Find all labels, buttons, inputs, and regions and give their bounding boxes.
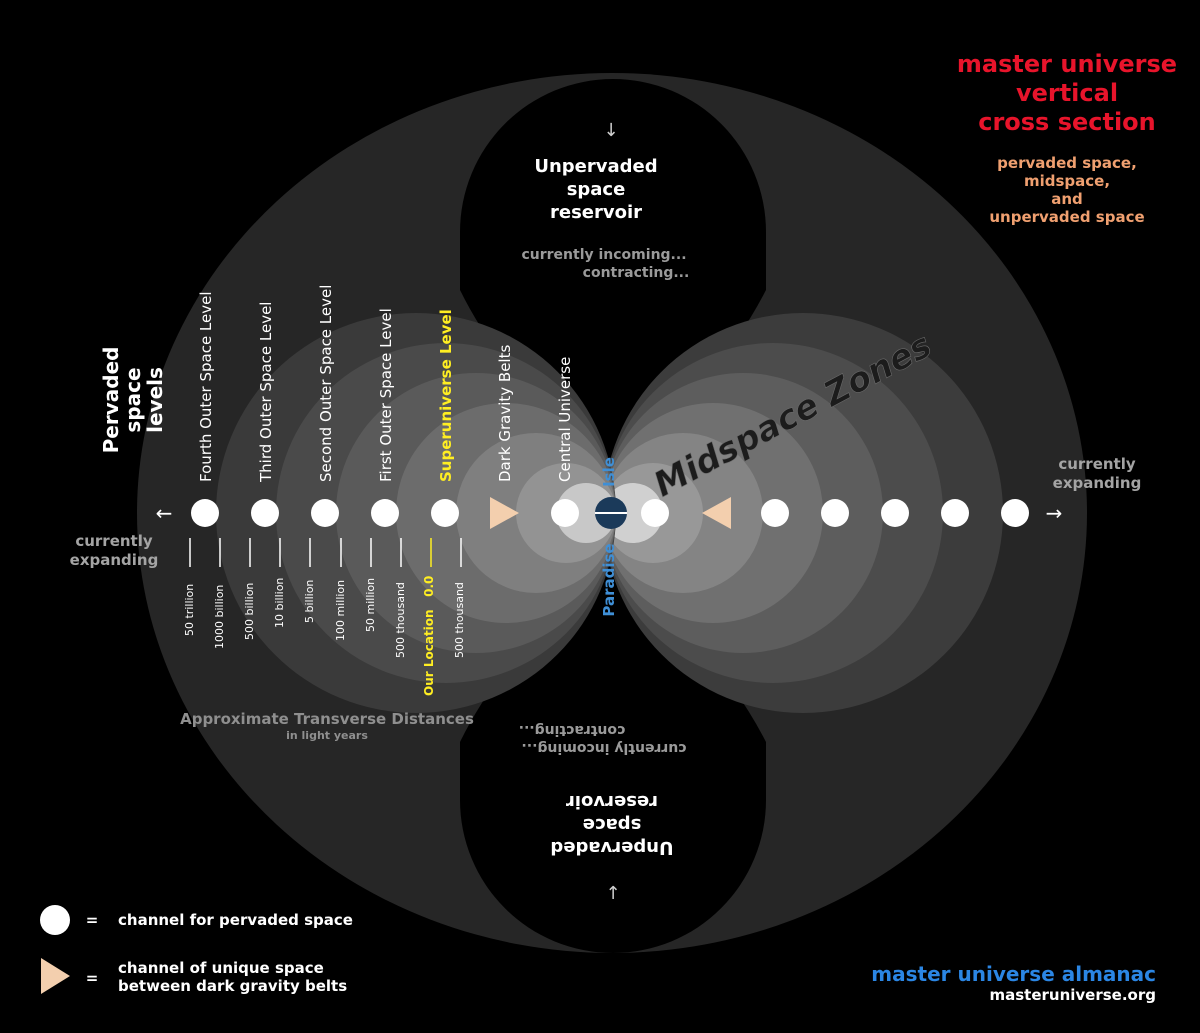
distance-caption-sub: in light years <box>286 729 368 742</box>
distance-caption: Approximate Transverse Distances <box>180 710 474 728</box>
distance-label: 500 billion <box>243 583 256 640</box>
title-line-2: vertical <box>1016 79 1118 107</box>
unique-space-channel-triangle <box>702 497 731 529</box>
level-label-second-outer: Second Outer Space Level <box>317 285 335 482</box>
pervaded-channel-dot <box>431 499 459 527</box>
top-reservoir-line-3: reservoir <box>550 202 642 223</box>
top-reservoir-status-2: contracting... <box>583 265 690 281</box>
distance-label: 500 thousand <box>394 582 407 658</box>
bottom-reservoir-line-3: reservoir <box>566 791 658 812</box>
legend-text-2a: channel of unique space <box>118 959 324 977</box>
subtitle-line-2: midspace, <box>1024 172 1110 190</box>
distance-ticks <box>189 538 462 567</box>
right-midspace-circles <box>603 313 1003 713</box>
level-label-fourth-outer: Fourth Outer Space Level <box>197 291 215 482</box>
legend-text-1: channel for pervaded space <box>118 911 353 929</box>
right-expanding-line-1: currently <box>1058 455 1136 473</box>
subtitle-line-3: and <box>1051 190 1083 208</box>
distance-label: 5 billion <box>303 580 316 623</box>
level-labels: Fourth Outer Space Level Third Outer Spa… <box>197 285 574 483</box>
right-expanding-line-2: expanding <box>1053 474 1142 492</box>
distance-label: 50 million <box>364 578 377 632</box>
pervaded-channel-dot <box>191 499 219 527</box>
left-expanding-line-1: currently <box>75 532 153 550</box>
legend-eq-2: = <box>86 969 99 987</box>
level-label-third-outer: Third Outer Space Level <box>257 302 275 483</box>
level-label-superuniverse: Superuniverse Level <box>437 309 455 482</box>
unique-space-channel-triangle <box>490 497 519 529</box>
level-label-central-universe: Central Universe <box>556 357 574 482</box>
legend-eq-1: = <box>86 911 99 929</box>
level-circle-left <box>556 483 616 543</box>
legend-text-2b: between dark gravity belts <box>118 977 347 995</box>
bottom-reservoir-line-1: Unpervaded <box>550 837 673 858</box>
pervaded-channel-dot <box>941 499 969 527</box>
pervaded-channel-dot <box>1001 499 1029 527</box>
distance-label: 10 billion <box>273 578 286 628</box>
top-reservoir-status-1: currently incoming... <box>521 247 686 263</box>
pervaded-heading-line-3: levels <box>143 367 167 433</box>
pervaded-channel-dot <box>371 499 399 527</box>
isle-label: Isle <box>600 457 618 487</box>
subtitle-line-4: unpervaded space <box>989 208 1144 226</box>
pervaded-channel-dot <box>551 499 579 527</box>
distance-label: 500 thousand <box>453 582 466 658</box>
distance-labels: 50 trillion 1000 billion 500 billion 10 … <box>183 576 466 696</box>
pervaded-channel-dot <box>311 499 339 527</box>
title-line-3: cross section <box>978 108 1156 136</box>
legend-circle-icon <box>40 905 70 935</box>
bottom-reservoir-status-1: currently incoming... <box>521 740 686 756</box>
arrow-right-icon: → <box>1046 501 1063 525</box>
legend: = channel for pervaded space = channel o… <box>40 905 353 995</box>
pervaded-heading: Pervaded space levels <box>99 347 167 454</box>
bottom-reservoir: Unpervaded space reservoir currently inc… <box>519 722 687 858</box>
pervaded-heading-line-1: Pervaded <box>99 347 123 454</box>
pervaded-channel-dot <box>821 499 849 527</box>
legend-triangle-icon <box>41 958 70 994</box>
arrow-up-icon: ↑ <box>605 883 620 904</box>
level-label-dark-gravity-belts: Dark Gravity Belts <box>496 345 514 482</box>
almanac-url: masteruniverse.org <box>989 986 1156 1004</box>
pervaded-heading-line-2: space <box>121 367 145 432</box>
distance-label: 50 trillion <box>183 584 196 636</box>
distance-label: 1000 billion <box>213 585 226 649</box>
level-label-first-outer: First Outer Space Level <box>377 308 395 482</box>
title-block: master universe vertical cross section p… <box>957 50 1177 226</box>
subtitle-line-1: pervaded space, <box>997 154 1137 172</box>
arrow-left-icon: ← <box>156 501 173 525</box>
left-expanding-line-2: expanding <box>70 551 159 569</box>
paradise-label: Paradise <box>600 543 618 616</box>
pervaded-channel-dot <box>641 499 669 527</box>
distance-label: 100 million <box>334 580 347 641</box>
left-level-circles <box>216 313 616 713</box>
our-location-label: Our Location 0.0 <box>422 576 436 696</box>
level-circle-right <box>603 483 663 543</box>
pervaded-channel-dot <box>881 499 909 527</box>
pervaded-channel-dot <box>251 499 279 527</box>
title-line-1: master universe <box>957 50 1177 78</box>
top-reservoir-line-1: Unpervaded <box>534 156 657 177</box>
channel-markers <box>191 497 1029 529</box>
almanac-name: master universe almanac <box>871 962 1156 986</box>
bottom-reservoir-status-2: contracting... <box>519 722 626 738</box>
top-reservoir-line-2: space <box>567 179 626 200</box>
arrow-down-icon: ↓ <box>603 120 618 141</box>
pervaded-channel-dot <box>761 499 789 527</box>
bottom-reservoir-line-2: space <box>583 814 642 835</box>
